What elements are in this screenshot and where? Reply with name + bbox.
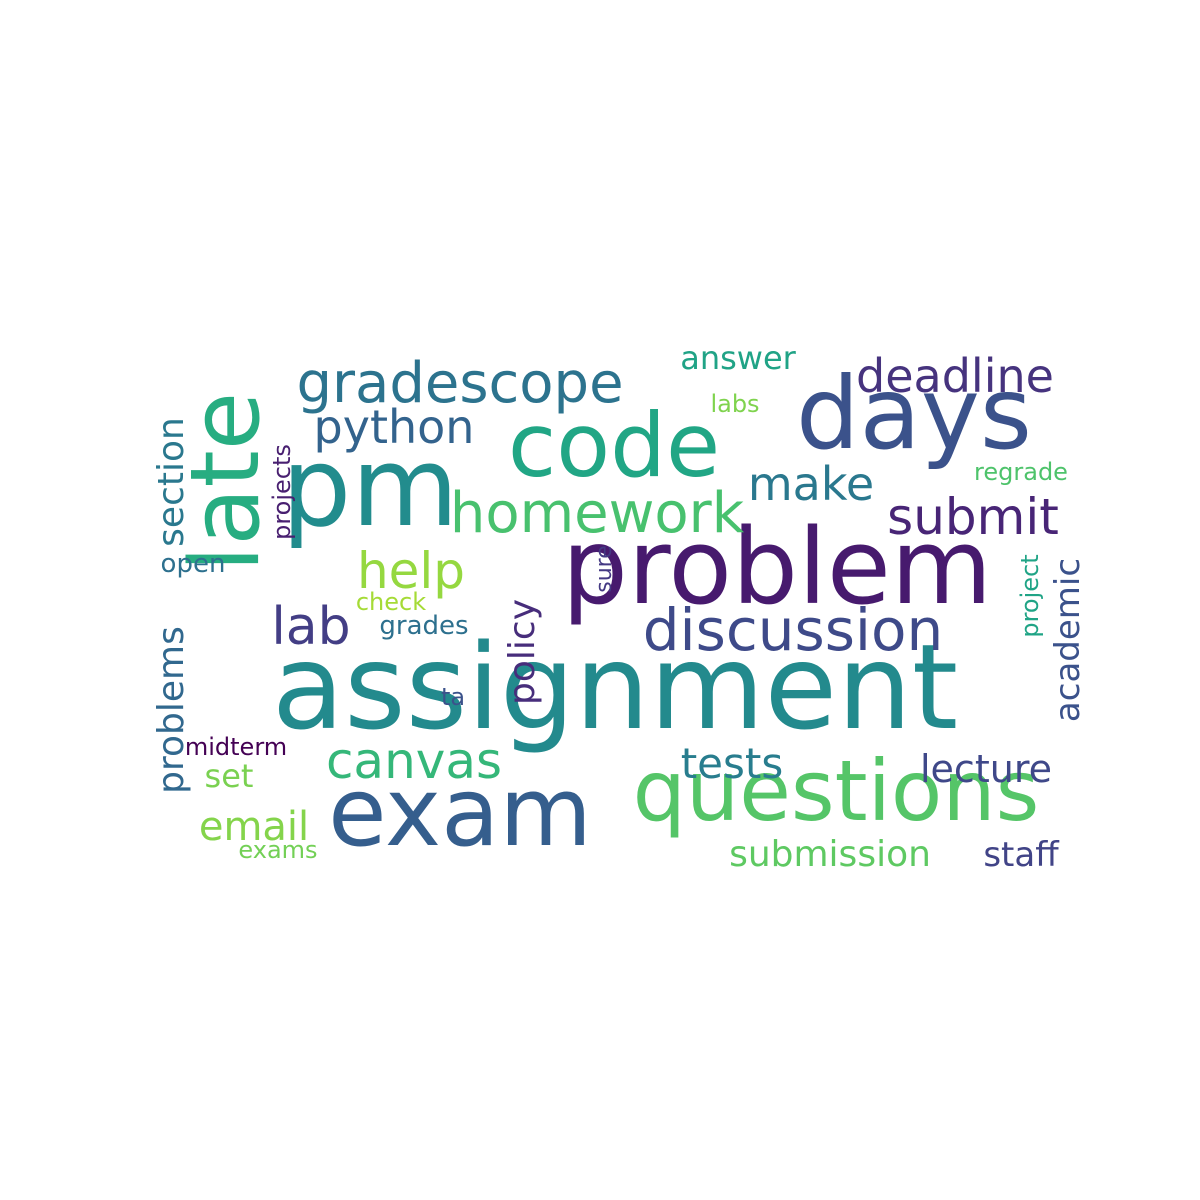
word-answer: answer [680, 339, 796, 377]
word-questions: questions [633, 742, 1040, 840]
word-submit: submit [887, 488, 1059, 546]
word-tests: tests [681, 739, 784, 788]
word-regrade: regrade [974, 458, 1068, 486]
word-discussion: discussion [643, 596, 944, 664]
word-deadline: deadline [856, 349, 1054, 403]
word-code: code [508, 394, 720, 497]
word-lecture: lecture [920, 747, 1052, 791]
word-email: email [199, 804, 309, 850]
word-help: help [357, 542, 465, 600]
word-labs: labs [710, 390, 759, 418]
word-grades: grades [379, 611, 468, 641]
word-check: check [356, 588, 426, 616]
word-assignment: assignment [272, 618, 958, 756]
word-staff: staff [983, 835, 1060, 875]
word-problems: problems [151, 626, 192, 794]
word-exams: exams [238, 836, 317, 864]
word-python: python [314, 400, 475, 454]
word-late: late [171, 392, 281, 572]
word-policy: policy [502, 599, 543, 705]
word-make: make [748, 457, 874, 511]
word-sure: sure [592, 545, 617, 593]
word-project: project [1016, 554, 1044, 637]
word-open: open [161, 549, 226, 579]
word-projects: projects [268, 444, 296, 540]
word-academic: academic [1048, 558, 1088, 722]
word-canvas: canvas [326, 732, 502, 790]
word-set: set [205, 757, 254, 795]
word-homework: homework [450, 481, 745, 546]
word-days: days [796, 355, 1032, 472]
word-midterm: midterm [185, 733, 287, 761]
word-exam: exam [328, 758, 592, 868]
word-lab: lab [271, 597, 350, 657]
word-pm: pm [282, 423, 459, 551]
word-gradescope: gradescope [296, 351, 623, 416]
word-ta: ta [441, 683, 465, 711]
word-section: section [151, 417, 192, 547]
word-submission: submission [729, 834, 931, 875]
word-problem: problem [562, 506, 992, 628]
